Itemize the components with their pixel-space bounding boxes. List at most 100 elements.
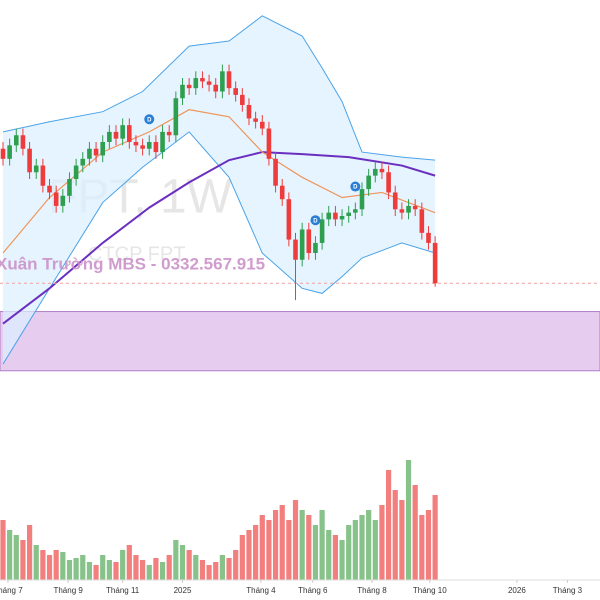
volume-bar: [173, 540, 179, 580]
candle-body: [87, 148, 92, 159]
candle-body: [80, 158, 86, 166]
volume-bar: [126, 545, 132, 580]
x-tick-label: Tháng 4: [246, 586, 276, 595]
volume-bar: [146, 565, 152, 580]
volume-bar: [73, 558, 79, 580]
x-tick-label: Tháng 11: [106, 586, 140, 595]
volume-bar: [352, 520, 358, 580]
candle-body: [107, 131, 112, 142]
volume-bar: [372, 520, 378, 580]
dividend-label: D: [147, 117, 152, 123]
volume-bar: [359, 515, 365, 580]
volume-bar: [13, 535, 19, 580]
candle-body: [299, 229, 305, 260]
candle-body: [326, 212, 332, 220]
candle-body: [180, 84, 185, 99]
candle-body: [133, 141, 139, 146]
volume-bar: [93, 565, 99, 580]
candle-body: [286, 199, 292, 240]
volume-bar: [193, 555, 199, 580]
candle-body: [372, 168, 378, 176]
candle-body: [392, 192, 398, 210]
candle-body: [100, 141, 106, 156]
candle-body: [339, 216, 345, 220]
volume-bar: [159, 562, 166, 580]
volume-bar: [26, 525, 33, 580]
x-tick-label: Tháng 8: [357, 586, 387, 595]
volume-bar: [306, 515, 312, 580]
candle-body: [306, 229, 312, 254]
volume-bar: [133, 555, 139, 580]
volume-bar: [332, 535, 339, 580]
volume-bar: [219, 555, 225, 580]
candle-body: [426, 232, 431, 243]
candle-body: [253, 118, 258, 122]
candle-body: [40, 165, 46, 186]
volume-bar: [379, 505, 385, 580]
volume-bar: [179, 545, 186, 580]
candle-body: [353, 209, 358, 213]
volume-bar: [213, 562, 219, 580]
candle-body: [412, 205, 418, 210]
dividend-marker: [144, 114, 155, 125]
band-fill: [2, 15, 436, 365]
candle-body: [273, 158, 278, 186]
company-watermark: CTCP FPT: [88, 243, 185, 265]
candle-body: [246, 104, 252, 119]
candle-body: [27, 148, 32, 173]
volume-bar: [46, 555, 53, 580]
candle-body: [53, 192, 59, 206]
volume-bar: [60, 552, 66, 580]
dividend-label: D: [353, 185, 358, 191]
candle-body: [67, 178, 72, 196]
volume-bar: [312, 525, 319, 580]
volume-bar: [66, 560, 73, 580]
candle-body: [366, 175, 371, 190]
volume-bar: [253, 525, 259, 580]
volume-bar: [7, 530, 13, 580]
volume-bar: [286, 520, 292, 580]
dividend-label: D: [313, 218, 318, 224]
candle-body: [319, 219, 325, 243]
candle-body: [120, 125, 125, 139]
volume-bar: [299, 510, 305, 580]
volume-bar: [40, 550, 46, 580]
candle-body: [206, 81, 212, 85]
volume-bar: [432, 495, 438, 580]
candle-body: [226, 71, 232, 89]
volume-bar: [405, 460, 412, 580]
candle-body: [193, 78, 199, 89]
volume-bar: [226, 558, 232, 580]
volume-bar: [239, 535, 245, 580]
volume-bar: [259, 515, 265, 580]
candle-body: [346, 212, 351, 217]
candle-body: [166, 131, 172, 136]
candle-body: [20, 135, 26, 149]
volume-bar: [419, 515, 425, 580]
volume-bar: [392, 490, 398, 580]
x-tick-label: Tháng 9: [53, 586, 83, 595]
candle-body: [173, 98, 179, 136]
candle-body: [0, 148, 6, 159]
candle-body: [13, 135, 19, 146]
candle-body: [47, 185, 52, 193]
volume-bar: [279, 505, 285, 580]
candle-body: [60, 195, 66, 206]
x-tick-label: Tháng 6: [298, 586, 328, 595]
candle-body: [359, 189, 365, 210]
candle-body: [160, 131, 165, 153]
x-tick-label: Tháng 3: [553, 586, 583, 595]
volume-bar: [0, 520, 6, 580]
volume-bar: [233, 550, 239, 580]
band-lower: [2, 131, 436, 365]
candle-body: [406, 205, 411, 213]
volume-bar: [425, 510, 432, 580]
candle-body: [233, 88, 238, 95]
candle-body: [333, 212, 338, 220]
volume-bar: [399, 500, 405, 580]
volume-bar: [319, 510, 325, 580]
candle-body: [33, 165, 39, 173]
volume-bar: [266, 520, 272, 580]
x-tick-label: Tháng 10: [413, 586, 447, 595]
